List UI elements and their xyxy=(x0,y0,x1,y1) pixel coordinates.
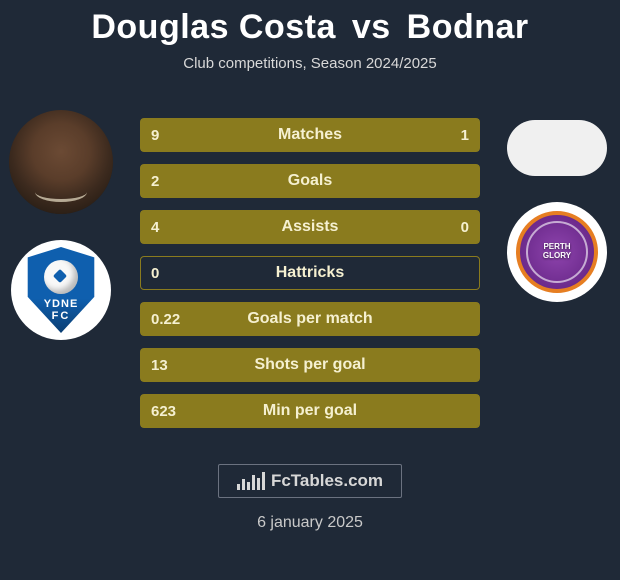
title-player1: Douglas Costa xyxy=(91,8,336,46)
stat-bars: 91Matches 2Goals 40Assists 0Hattricks 0.22Go… xyxy=(140,118,480,428)
player2-avatar-placeholder xyxy=(507,120,607,176)
attribution-box: FcTables.com xyxy=(218,464,402,498)
sydney-text-top: YDNE xyxy=(44,298,79,310)
sydney-text-bottom: FC xyxy=(52,310,71,322)
bar-chart-icon xyxy=(237,472,265,490)
left-player-column: YDNE FC xyxy=(6,110,116,340)
stat-label: Min per goal xyxy=(141,402,479,420)
stat-row-assists: 40Assists xyxy=(140,210,480,244)
stat-label: Matches xyxy=(141,126,479,144)
date-text: 6 january 2025 xyxy=(0,514,620,532)
attribution-text: FcTables.com xyxy=(271,471,383,491)
player1-necklace xyxy=(35,182,87,202)
stat-row-goals-per-match: 0.22Goals per match xyxy=(140,302,480,336)
stat-row-hattricks: 0Hattricks xyxy=(140,256,480,290)
subtitle: Club competitions, Season 2024/2025 xyxy=(0,55,620,72)
stat-row-shots-per-goal: 13Shots per goal xyxy=(140,348,480,382)
perth-ring xyxy=(526,221,588,283)
stat-row-matches: 91Matches xyxy=(140,118,480,152)
perth-circle: PERTH GLORY xyxy=(516,211,598,293)
player2-club-badge: PERTH GLORY xyxy=(507,202,607,302)
right-player-column: PERTH GLORY xyxy=(502,120,612,302)
stat-label: Hattricks xyxy=(141,264,479,282)
stat-row-goals: 2Goals xyxy=(140,164,480,198)
sydney-shield: YDNE FC xyxy=(24,247,98,333)
stat-label: Goals xyxy=(141,172,479,190)
player1-avatar-face xyxy=(9,110,113,214)
attribution-wrap: FcTables.com xyxy=(0,464,620,498)
soccer-ball-icon xyxy=(44,260,78,294)
stat-row-min-per-goal: 623Min per goal xyxy=(140,394,480,428)
title-vs: vs xyxy=(352,8,391,46)
stat-label: Assists xyxy=(141,218,479,236)
stat-label: Goals per match xyxy=(141,310,479,328)
stat-label: Shots per goal xyxy=(141,356,479,374)
player1-avatar xyxy=(9,110,113,214)
title-player2: Bodnar xyxy=(407,8,529,46)
page-title: Douglas Costa vs Bodnar xyxy=(0,0,620,47)
player1-club-badge: YDNE FC xyxy=(11,240,111,340)
